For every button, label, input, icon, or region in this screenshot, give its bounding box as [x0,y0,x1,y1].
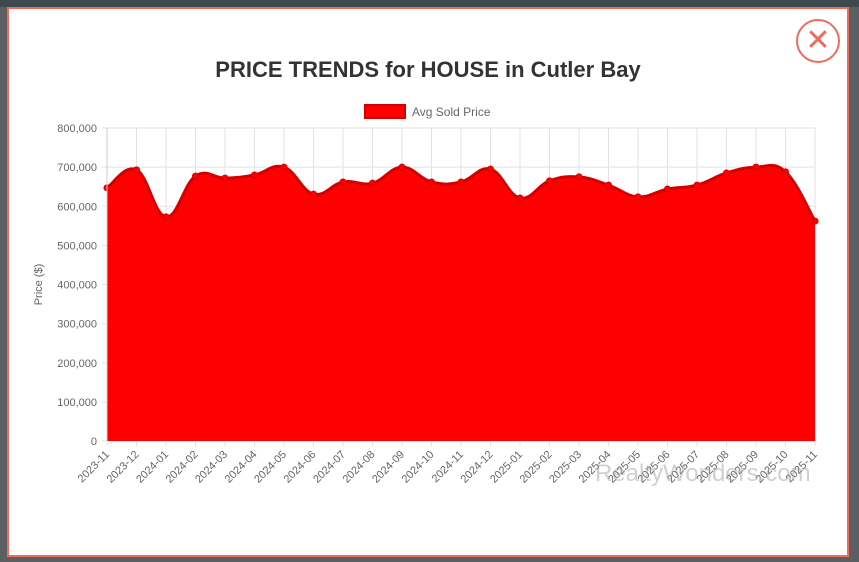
y-tick-label: 200,000 [57,358,97,370]
data-point [192,172,199,180]
data-point [339,178,347,186]
series-area [107,165,815,441]
data-point [487,165,494,173]
y-tick-label: 300,000 [57,319,97,331]
y-tick-label: 600,000 [57,201,97,213]
data-point [664,185,671,193]
y-tick-label: 0 [91,436,97,448]
y-tick-label: 100,000 [57,397,97,409]
close-icon[interactable]: ✕ [796,19,840,63]
data-point [162,213,170,221]
data-point [428,178,435,186]
legend-swatch [364,104,406,119]
y-tick-label: 400,000 [57,280,97,292]
data-point [811,217,819,225]
data-point [546,177,553,185]
watermark: RealtyWonders.com [595,460,811,487]
data-point [398,163,406,171]
legend-label: Avg Sold Price [412,105,491,119]
data-point [369,179,376,187]
x-tick-label: 2024-10 [400,449,437,486]
data-point [752,163,760,171]
data-point [457,178,465,186]
y-tick-label: 500,000 [57,240,97,252]
data-point [693,181,701,189]
y-axis-label: Price ($) [33,264,45,306]
data-point [634,193,642,201]
chart-title: PRICE TRENDS for HOUSE in Cutler Bay [215,57,641,82]
background-header-band [0,0,859,7]
data-point [605,181,612,189]
y-tick-label: 800,000 [57,123,97,135]
data-point [221,174,229,182]
y-tick-label: 700,000 [57,162,97,174]
data-point [251,171,258,179]
data-point [310,190,317,198]
data-point [782,168,789,176]
data-point [280,163,288,171]
data-point [516,194,524,202]
data-point [723,169,730,177]
data-point [133,166,140,174]
data-point [575,173,583,181]
